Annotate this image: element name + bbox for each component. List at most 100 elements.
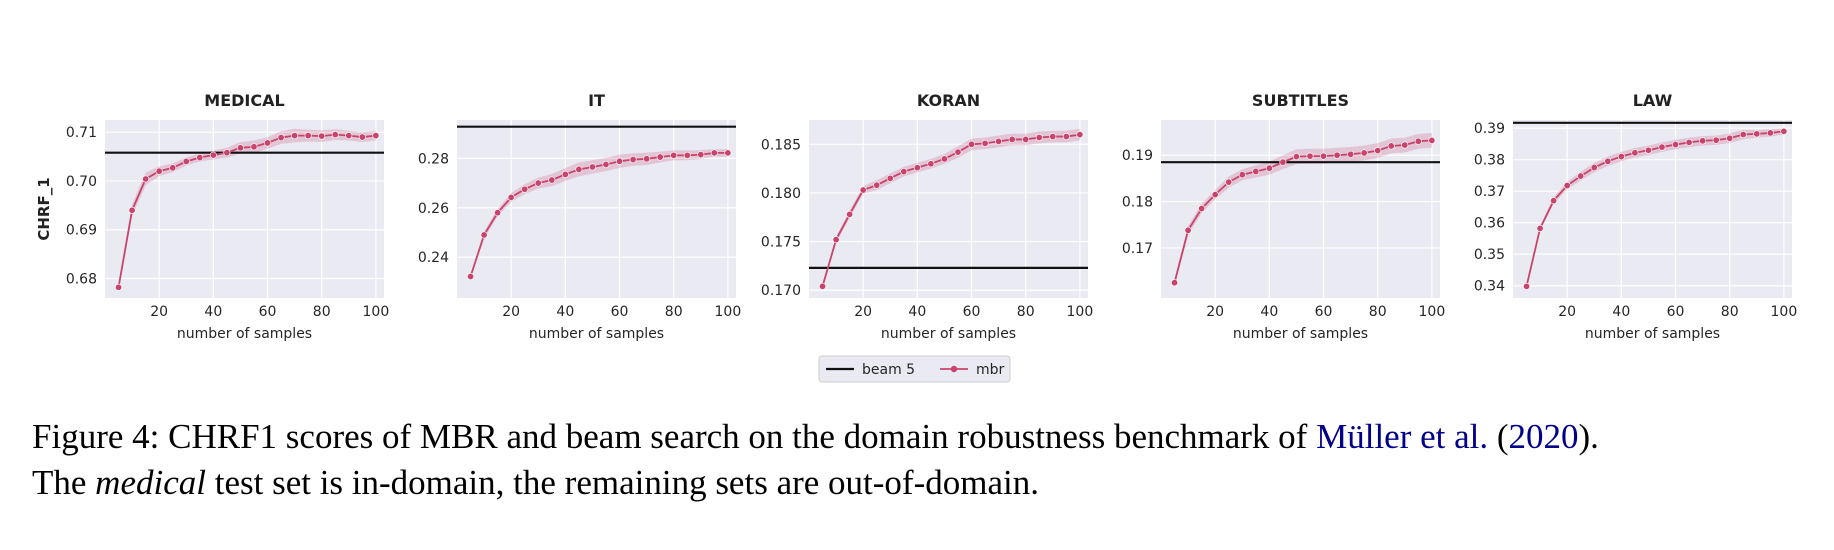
mbr-point [575,165,583,173]
y-tick-label: 0.37 [1474,184,1505,200]
panel-medical: MEDICAL 20 40 60 80 100 0.68 0.69 0.70 0.71 number… [66,91,389,342]
x-tick-label: 40 [1612,304,1630,320]
x-tick-label: 60 [963,304,981,320]
panel-title-medical: MEDICAL [204,91,284,110]
y-tick-label: 0.36 [1474,216,1505,232]
panel-title-it: IT [588,91,605,110]
x-tick-label: 40 [556,304,574,320]
caption-text-2: The [32,463,96,502]
panel-it: IT 20 40 60 80 100 0.24 0.26 0.28 number of sampl… [418,91,741,342]
mbr-point [1347,150,1355,158]
mbr-point [1536,224,1544,232]
panel-title-koran: KORAN [917,91,980,110]
y-tick-label: 0.70 [66,174,97,190]
mbr-point [115,283,123,291]
x-tick-label: 20 [502,304,520,320]
citation-year-link[interactable]: 2020 [1508,417,1579,456]
mbr-point [1252,167,1260,175]
mbr-point [1699,137,1707,145]
mbr-point [521,185,529,193]
mbr-point [304,132,312,140]
mbr-point [1238,171,1246,179]
mbr-point [683,151,691,159]
mbr-point [995,137,1003,145]
y-tick-label: 0.71 [66,125,97,141]
x-tick-label: 100 [1419,304,1446,320]
plot-background-it [457,120,736,298]
mbr-point [588,163,596,171]
mbr-point [1631,149,1639,157]
mbr-point [1062,133,1070,141]
panel-title-law: LAW [1633,91,1673,110]
panel-koran: KORAN 20 40 60 80 100 0.170 0.175 0.180 0.185 numb… [761,91,1093,342]
mbr-point [697,151,705,159]
legend-label-mbr: mbr [976,362,1005,378]
mbr-point [182,157,190,165]
mbr-point [264,139,272,147]
mbr-point [1374,147,1382,155]
mbr-point [1306,152,1314,160]
mbr-point [1685,138,1693,146]
citation-author-link[interactable]: Müller et al. [1316,417,1489,456]
mbr-point [1617,153,1625,161]
y-axis-label: CHRF_1 [35,177,53,240]
mbr-point [277,134,285,142]
x-tick-label: 20 [1206,304,1224,320]
x-axis-label: number of samples [881,326,1016,342]
figure-chart: MEDICAL 20 40 60 80 100 0.68 0.69 0.70 0.71 number… [35,91,1797,383]
mbr-point [1658,143,1666,151]
y-tick-label: 0.28 [418,151,449,167]
mbr-point [832,236,840,244]
panel-subtitles: SUBTITLES 20 40 60 80 100 0.17 0.18 0.19 number o… [1122,91,1445,342]
mbr-point [1644,146,1652,154]
figure-caption: Figure 4: CHRF1 scores of MBR and beam s… [32,414,1812,506]
y-tick-label: 0.39 [1474,121,1505,137]
mbr-point [345,132,353,140]
x-tick-label: 40 [204,304,222,320]
mbr-point [670,151,678,159]
mbr-point [291,132,299,140]
x-tick-label: 60 [611,304,629,320]
mbr-point [1035,134,1043,142]
mbr-point [1049,133,1057,141]
mbr-point [1590,164,1598,172]
x-tick-label: 40 [1260,304,1278,320]
x-tick-label: 100 [1771,304,1798,320]
mbr-confidence-band [1174,132,1432,287]
y-tick-label: 0.35 [1474,247,1505,263]
y-tick-label: 0.19 [1122,148,1153,164]
mbr-point [480,231,488,239]
caption-cite-open: ( [1488,417,1509,456]
legend-mbr-marker [950,365,958,373]
mbr-point [710,149,718,157]
mbr-point [1780,127,1788,135]
y-tick-label: 0.18 [1122,195,1153,211]
mbr-point [250,143,258,151]
mbr-point [643,155,651,163]
mbr-point [724,149,732,157]
y-tick-label: 0.185 [761,137,801,153]
x-tick-label: 100 [1067,304,1094,320]
x-tick-label: 20 [854,304,872,320]
y-tick-label: 0.26 [418,201,449,217]
mbr-point [128,206,136,214]
mbr-point [1333,151,1341,159]
x-tick-label: 60 [1667,304,1685,320]
plot-background-subtitles [1161,120,1440,298]
mbr-point [534,179,542,187]
mbr-point [819,282,827,290]
y-tick-label: 0.34 [1474,279,1505,295]
x-tick-label: 100 [715,304,742,320]
mbr-point [968,140,976,148]
panel-law: LAW 20 40 60 80 100 0.34 0.35 0.36 0.37 0.38 0.39 nu… [1474,91,1797,342]
mbr-point [236,144,244,152]
mbr-point [1225,178,1233,186]
mbr-point [900,168,908,176]
mbr-point [1672,141,1680,149]
x-tick-label: 80 [1369,304,1387,320]
mbr-point [1022,135,1030,143]
mbr-point [913,164,921,172]
y-tick-label: 0.17 [1122,241,1153,257]
x-axis-label: number of samples [1233,326,1368,342]
mbr-point [1360,149,1368,157]
